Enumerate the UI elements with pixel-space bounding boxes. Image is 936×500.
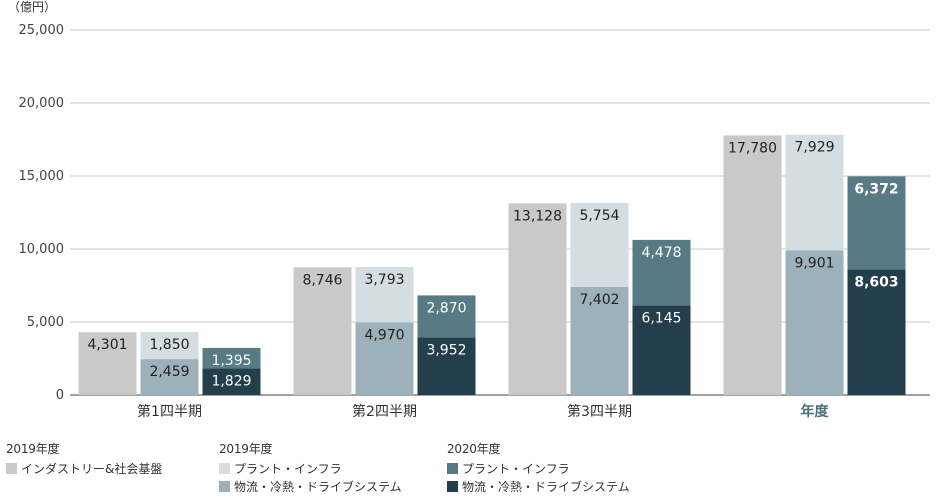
y-tick-label: 20,000 — [19, 96, 65, 111]
legend-group-title: 2020年度 — [447, 442, 501, 456]
bar-segment — [202, 368, 261, 395]
legend-item: インダストリー&社会基盤 — [6, 459, 162, 477]
y-tick-label: 10,000 — [19, 242, 65, 257]
bar-segment — [355, 322, 414, 395]
y-tick-label: 15,000 — [19, 169, 65, 184]
bar-segment — [78, 332, 137, 395]
data-label: 3,793 — [364, 272, 404, 288]
bar-segment — [293, 267, 352, 395]
data-label: 9,901 — [794, 255, 834, 271]
data-label: 8,603 — [854, 274, 898, 290]
legend-swatch — [447, 462, 458, 474]
data-label: 5,754 — [579, 208, 619, 224]
y-tick-label: 25,000 — [19, 23, 65, 38]
bar-segment — [140, 359, 199, 395]
data-label: 7,402 — [579, 292, 619, 308]
data-label: 7,929 — [794, 140, 834, 156]
data-label: 13,128 — [513, 208, 562, 224]
data-label: 17,780 — [728, 140, 777, 156]
bar-segment — [785, 134, 844, 251]
bar-segment — [508, 203, 567, 395]
data-label: 4,478 — [641, 245, 681, 261]
legend-item: 物流・冷熱・ドライブシステム — [447, 477, 630, 495]
legend-swatch — [219, 462, 230, 474]
legend-item-label: 物流・冷熱・ドライブシステム — [234, 479, 402, 494]
legend-item-label: プラント・インフラ — [462, 461, 570, 476]
legend-group-title: 2019年度 — [219, 442, 273, 456]
bar-segment — [847, 176, 906, 270]
bar-segment — [632, 305, 691, 395]
data-label: 6,145 — [641, 310, 681, 326]
bar-segment — [417, 295, 476, 338]
legend-group-title: 2019年度 — [6, 442, 60, 456]
bar-segment — [785, 250, 844, 395]
legend-item-label: インダストリー&社会基盤 — [21, 461, 163, 476]
bar-segment — [570, 286, 629, 395]
data-label: 1,829 — [211, 373, 251, 389]
bar-segment — [355, 267, 414, 323]
data-label: 2,459 — [149, 364, 189, 380]
bar-segment — [570, 202, 629, 287]
data-label: 1,395 — [211, 353, 251, 369]
legend-item: 物流・冷熱・ドライブシステム — [219, 477, 402, 495]
data-label: 3,952 — [426, 342, 466, 358]
legend-group-2: 2019年度 プラント・インフラ 物流・冷熱・ドライブシステム — [219, 440, 402, 495]
data-label: 1,850 — [149, 337, 189, 353]
bar-segment — [417, 337, 476, 395]
bar-segment — [723, 135, 782, 396]
legend-item: プラント・インフラ — [447, 459, 630, 477]
bar-segment — [140, 332, 199, 360]
data-label: 8,746 — [302, 272, 342, 288]
data-label: 4,301 — [87, 337, 127, 353]
legend-item-label: 物流・冷熱・ドライブシステム — [462, 479, 630, 494]
x-category-label: 年度 — [801, 403, 830, 420]
data-label: 4,970 — [364, 327, 404, 343]
y-unit-label: （億円） — [8, 0, 56, 14]
legend-group-3: 2020年度 プラント・インフラ 物流・冷熱・ドライブシステム — [447, 440, 630, 495]
data-label: 6,372 — [854, 181, 898, 197]
bar-segment — [632, 239, 691, 306]
y-tick-label: 5,000 — [27, 315, 64, 330]
legend-swatch — [219, 480, 230, 492]
stacked-bar-chart: （億円） 25,000 20,000 15,000 10,000 5,000 0 4,301 2… — [8, 0, 930, 420]
bar-segment — [202, 347, 261, 369]
data-label: 2,870 — [426, 300, 466, 316]
legend-swatch — [447, 480, 458, 492]
bar-segment — [847, 269, 906, 395]
legend-swatch — [6, 462, 17, 474]
x-category-label: 第3四半期 — [567, 403, 632, 420]
legend-group-1: 2019年度 インダストリー&社会基盤 — [6, 440, 162, 477]
y-tick-label: 0 — [56, 388, 64, 403]
legend-item: プラント・インフラ — [219, 459, 402, 477]
x-category-label: 第1四半期 — [137, 403, 202, 420]
legend-item-label: プラント・インフラ — [234, 461, 342, 476]
x-category-label: 第2四半期 — [352, 403, 417, 420]
